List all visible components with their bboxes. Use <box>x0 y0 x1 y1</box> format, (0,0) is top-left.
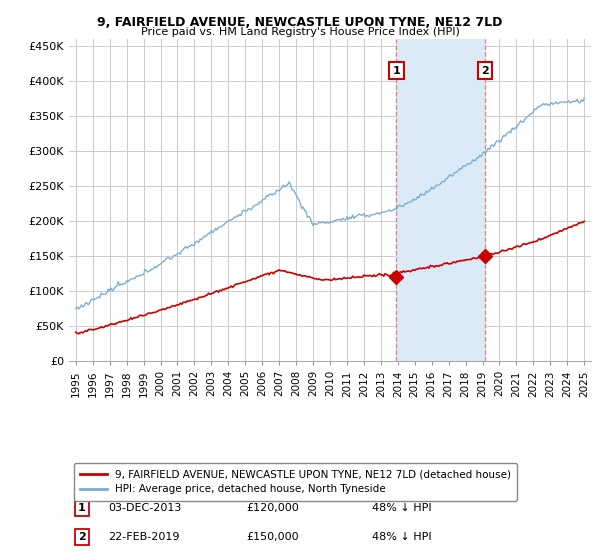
Text: 1: 1 <box>78 503 86 513</box>
Text: 9, FAIRFIELD AVENUE, NEWCASTLE UPON TYNE, NE12 7LD: 9, FAIRFIELD AVENUE, NEWCASTLE UPON TYNE… <box>97 16 503 29</box>
Text: 48% ↓ HPI: 48% ↓ HPI <box>372 531 431 542</box>
Text: 03-DEC-2013: 03-DEC-2013 <box>108 503 182 513</box>
Text: 48% ↓ HPI: 48% ↓ HPI <box>372 503 431 513</box>
Text: 2: 2 <box>78 531 86 542</box>
Legend: 9, FAIRFIELD AVENUE, NEWCASTLE UPON TYNE, NE12 7LD (detached house), HPI: Averag: 9, FAIRFIELD AVENUE, NEWCASTLE UPON TYNE… <box>74 463 517 501</box>
Bar <box>397 39 485 361</box>
Text: £150,000: £150,000 <box>247 531 299 542</box>
Text: £120,000: £120,000 <box>247 503 299 513</box>
Text: 2: 2 <box>481 66 489 76</box>
Text: 1: 1 <box>392 66 400 76</box>
Text: Price paid vs. HM Land Registry's House Price Index (HPI): Price paid vs. HM Land Registry's House … <box>140 27 460 37</box>
Text: 22-FEB-2019: 22-FEB-2019 <box>108 531 179 542</box>
